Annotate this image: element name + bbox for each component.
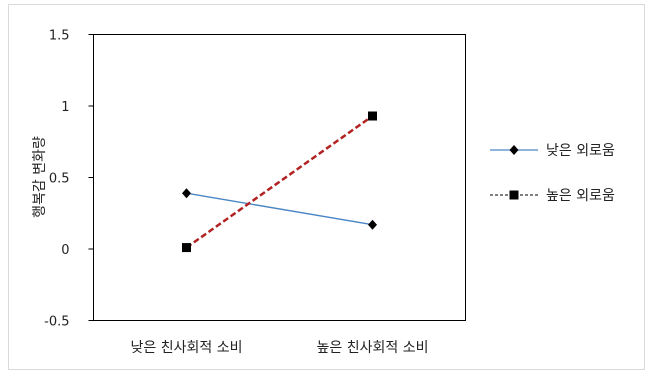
y-tick-label: 1.5 [49,29,70,44]
series-line [185,114,374,249]
data-point-marker [182,188,191,199]
legend-label: 낮은 외로움 [546,143,615,159]
legend-entry: 높은 외로움 [490,188,615,204]
data-point-marker [182,243,191,253]
y-tick-label: 0 [61,243,69,258]
legend-entry: 낮은 외로움 [490,143,615,159]
y-tick-label: 0.5 [49,172,70,187]
series-2 [182,111,377,253]
series-1 [182,188,377,230]
legend-marker [509,190,519,200]
x-tick-label: 높은 친사회적 소비 [317,340,429,356]
series-layer [182,111,377,253]
legend-marker [509,145,519,155]
legend-label: 높은 외로움 [546,188,615,204]
data-point-marker [368,219,377,230]
y-tick-label: -0.5 [44,315,69,330]
y-axis-title: 행복감 변화량 [32,136,48,218]
chart-border [8,4,645,370]
x-axis: 낮은 친사회적 소비 높은 친사회적 소비 [131,340,429,356]
data-point-marker [368,111,377,121]
x-tick-label: 낮은 친사회적 소비 [131,340,243,356]
y-axis: 1.5 1 0.5 0 -0.5 [44,29,94,330]
series-line [186,192,373,226]
y-tick-label: 1 [61,100,69,115]
